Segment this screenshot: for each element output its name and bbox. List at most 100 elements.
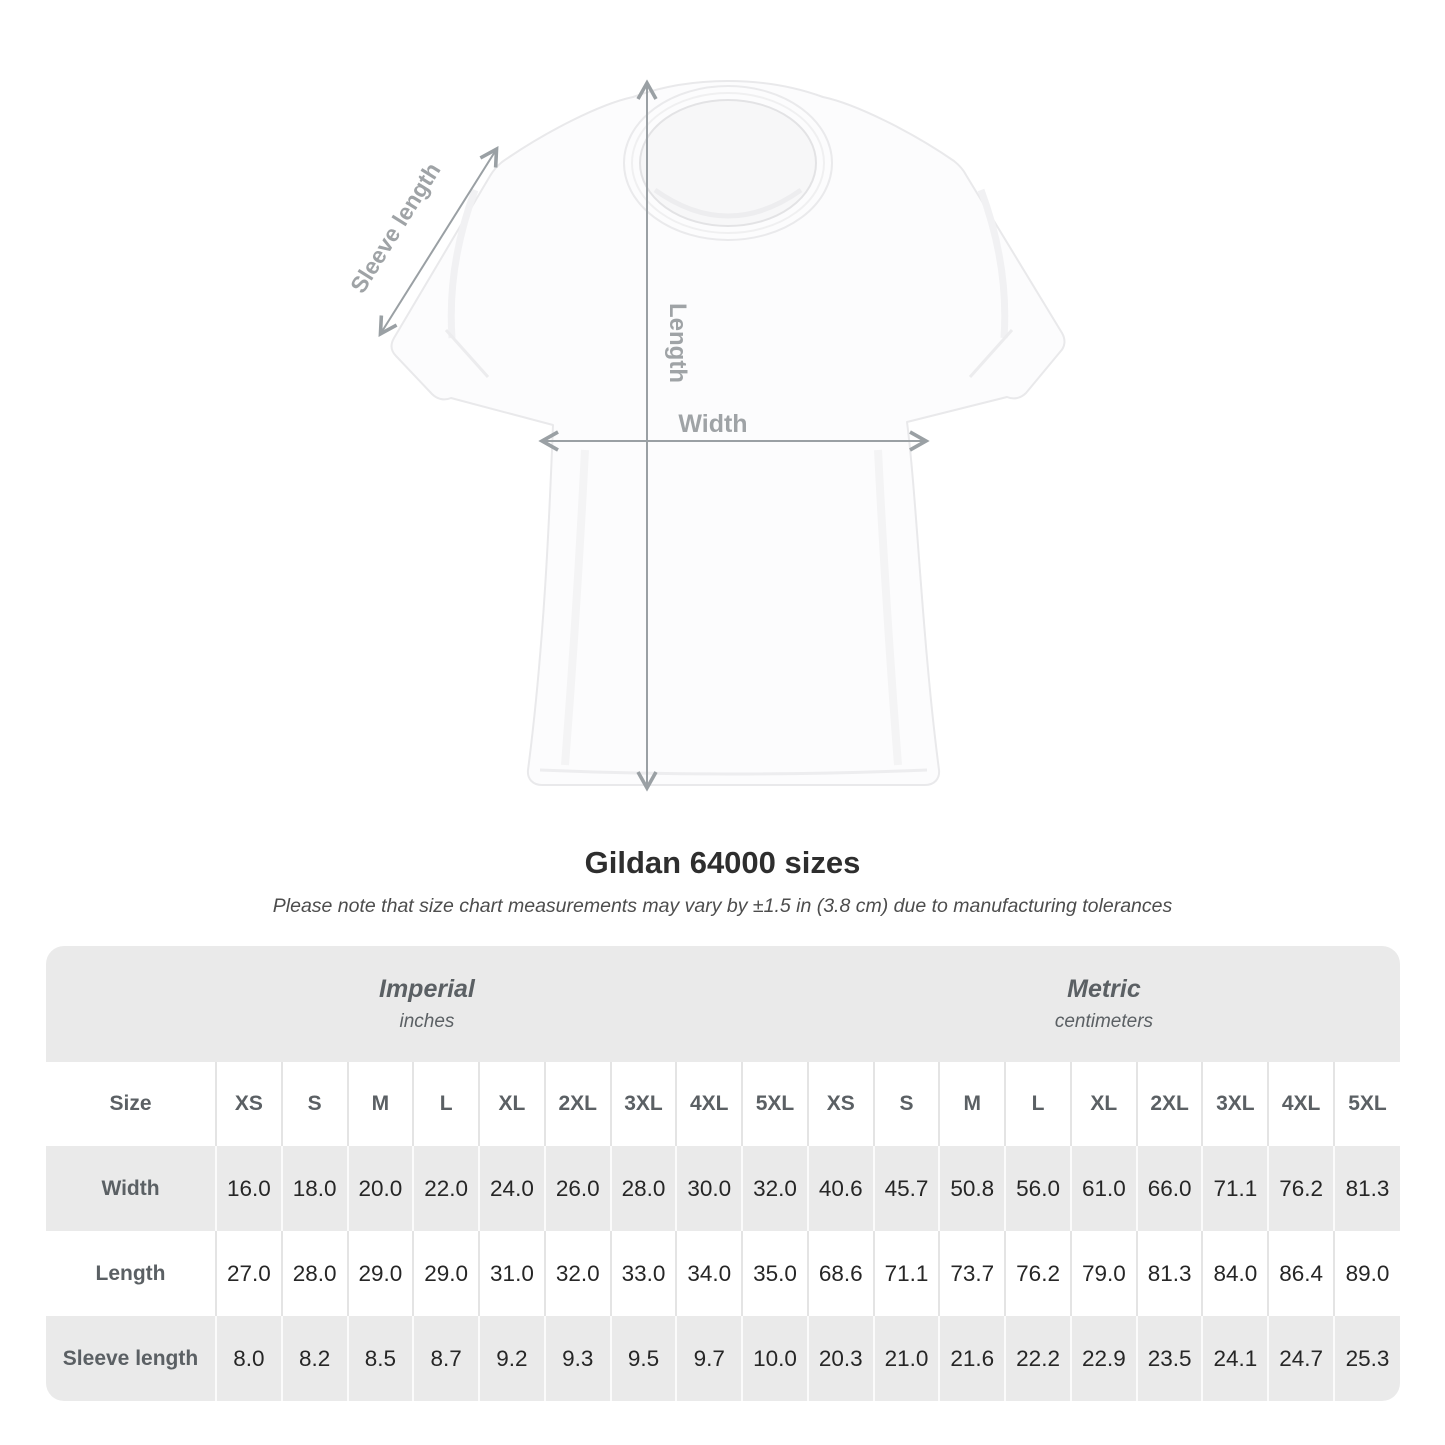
size-value-cell: 32.0 — [741, 1146, 808, 1231]
size-value-cell: 71.1 — [872, 1231, 940, 1316]
row-label-width: Width — [46, 1146, 216, 1231]
length-label: Length — [664, 303, 691, 383]
size-value-cell: 89.0 — [1333, 1231, 1400, 1316]
size-value-cell: 8.2 — [280, 1316, 348, 1401]
size-header-row: Size XS S M L XL 2XL 3XL 4XL 5XL XS S M L XL 2XL 3XL 4XL… — [46, 1062, 1400, 1146]
measurement-arrows — [378, 79, 930, 792]
size-value-cell: 81.3 — [1333, 1146, 1400, 1231]
unit-band-row: Imperial inches Metric centimeters — [46, 946, 1400, 1062]
size-header-metric-5xl: 5XL — [1333, 1062, 1400, 1146]
size-value-cell: 22.0 — [412, 1146, 480, 1231]
fold-right-cuff — [968, 329, 1014, 378]
size-value-cell: 28.0 — [609, 1146, 677, 1231]
size-header-imperial-s: S — [280, 1062, 348, 1146]
size-value-cell: 86.4 — [1267, 1231, 1335, 1316]
size-value-cell: 68.6 — [806, 1231, 874, 1316]
tshirt-measurement-diagram: Length Width Sleeve length — [345, 79, 1066, 792]
size-value-cell: 25.3 — [1333, 1316, 1400, 1401]
size-value-cell: 73.7 — [938, 1231, 1006, 1316]
size-value-cell: 81.3 — [1135, 1231, 1203, 1316]
collar-outer-seam — [623, 85, 833, 241]
size-header-imperial-2xl: 2XL — [543, 1062, 611, 1146]
size-value-cell: 20.0 — [346, 1146, 414, 1231]
imperial-label: Imperial — [379, 975, 475, 1003]
collar-stitch — [631, 92, 825, 234]
size-value-cell: 66.0 — [1135, 1146, 1203, 1231]
size-value-cell: 27.0 — [215, 1231, 282, 1316]
fold-left-body — [561, 449, 589, 766]
size-header-metric-4xl: 4XL — [1267, 1062, 1335, 1146]
size-value-cell: 10.0 — [741, 1316, 808, 1401]
size-header-metric-2xl: 2XL — [1135, 1062, 1203, 1146]
size-header-imperial-3xl: 3XL — [609, 1062, 677, 1146]
size-header-metric-3xl: 3XL — [1201, 1062, 1269, 1146]
size-value-cell: 29.0 — [346, 1231, 414, 1316]
size-header-metric-l: L — [1004, 1062, 1071, 1146]
size-value-cell: 71.1 — [1201, 1146, 1269, 1231]
size-value-cell: 24.1 — [1201, 1316, 1269, 1401]
size-header-imperial-4xl: 4XL — [675, 1062, 743, 1146]
table-row-width: Width 16.0 18.0 20.0 22.0 24.0 26.0 28.0 30.0 32… — [46, 1146, 1400, 1231]
page-title: Gildan 64000 sizes — [584, 845, 861, 880]
size-value-cell: 9.2 — [478, 1316, 545, 1401]
size-header-imperial-l: L — [412, 1062, 480, 1146]
size-value-cell: 29.0 — [412, 1231, 480, 1316]
size-value-cell: 40.6 — [806, 1146, 874, 1231]
size-value-cell: 9.7 — [675, 1316, 743, 1401]
size-header-metric-s: S — [872, 1062, 940, 1146]
metric-label: Metric — [1067, 975, 1141, 1003]
size-header-imperial-xl: XL — [478, 1062, 545, 1146]
size-value-cell: 61.0 — [1069, 1146, 1137, 1231]
size-table: Imperial inches Metric centimeters Size … — [46, 946, 1400, 1401]
metric-header: Metric centimeters — [807, 946, 1400, 1062]
size-value-cell: 35.0 — [741, 1231, 808, 1316]
size-value-cell: 79.0 — [1069, 1231, 1137, 1316]
size-value-cell: 23.5 — [1135, 1316, 1203, 1401]
size-value-cell: 24.0 — [478, 1146, 545, 1231]
size-header-metric-m: M — [938, 1062, 1006, 1146]
size-value-cell: 18.0 — [280, 1146, 348, 1231]
row-label-sleeve-length: Sleeve length — [46, 1316, 216, 1401]
hem-stitch — [539, 768, 928, 776]
size-value-cell: 76.2 — [1004, 1231, 1071, 1316]
fold-right-sleeve — [977, 188, 1009, 339]
size-value-cell: 28.0 — [280, 1231, 348, 1316]
size-corner-label: Size — [46, 1062, 216, 1146]
size-value-cell: 31.0 — [478, 1231, 545, 1316]
fold-right-body — [874, 449, 902, 766]
size-value-cell: 20.3 — [806, 1316, 874, 1401]
metric-unit: centimeters — [1054, 1011, 1154, 1032]
size-value-cell: 50.8 — [938, 1146, 1006, 1231]
size-value-cell: 33.0 — [609, 1231, 677, 1316]
size-value-cell: 8.5 — [346, 1316, 414, 1401]
size-value-cell: 30.0 — [675, 1146, 743, 1231]
size-value-cell: 45.7 — [872, 1146, 940, 1231]
size-value-cell: 34.0 — [675, 1231, 743, 1316]
sleeve-length-arrow — [378, 146, 499, 337]
size-value-cell: 84.0 — [1201, 1231, 1269, 1316]
imperial-unit: inches — [399, 1011, 455, 1032]
size-value-cell: 8.7 — [412, 1316, 480, 1401]
size-header-metric-xs: XS — [806, 1062, 874, 1146]
size-header-imperial-m: M — [346, 1062, 414, 1146]
tolerance-note: Please note that size chart measurements… — [272, 895, 1173, 917]
size-header-metric-xl: XL — [1069, 1062, 1137, 1146]
fold-left-cuff — [444, 329, 490, 378]
size-value-cell: 16.0 — [215, 1146, 282, 1231]
size-value-cell: 22.2 — [1004, 1316, 1071, 1401]
size-value-cell: 22.9 — [1069, 1316, 1137, 1401]
size-value-cell: 26.0 — [543, 1146, 611, 1231]
width-label: Width — [678, 410, 747, 438]
size-chart-table: Imperial inches Metric centimeters Size … — [46, 946, 1400, 1401]
size-value-cell: 32.0 — [543, 1231, 611, 1316]
size-value-cell: 56.0 — [1004, 1146, 1071, 1231]
collar-shadow — [653, 187, 803, 219]
table-row-sleeve-length: Sleeve length 8.0 8.2 8.5 8.7 9.2 9.3 9.5 9.7 10… — [46, 1316, 1400, 1401]
size-value-cell: 9.5 — [609, 1316, 677, 1401]
imperial-header: Imperial inches — [46, 946, 808, 1062]
size-value-cell: 8.0 — [215, 1316, 282, 1401]
row-label-length: Length — [46, 1231, 216, 1316]
neck-opening — [639, 99, 817, 227]
size-value-cell: 24.7 — [1267, 1316, 1335, 1401]
